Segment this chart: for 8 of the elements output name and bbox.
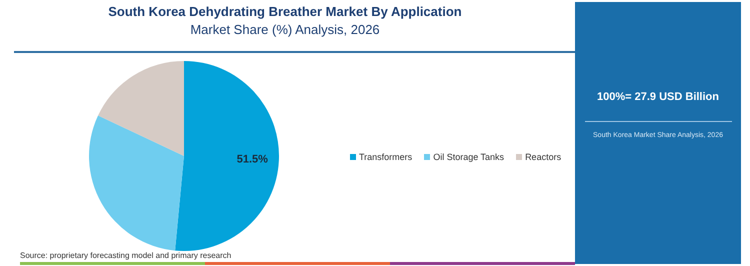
chart-title: South Korea Dehydrating Breather Market By Application (107, 4, 463, 19)
text: 100%= 27.9 USD Billion (596, 91, 720, 103)
legend-label: Oil Storage Tanks (433, 152, 504, 162)
source-note: Source: proprietary forecasting model and primary research (20, 251, 232, 260)
legend-label: Transformers (359, 152, 412, 162)
data-label: 51.5% (236, 153, 268, 166)
chart-subtitle: Market Share (%) Analysis, 2026 (189, 22, 381, 37)
legend-label: Reactors (525, 152, 562, 162)
